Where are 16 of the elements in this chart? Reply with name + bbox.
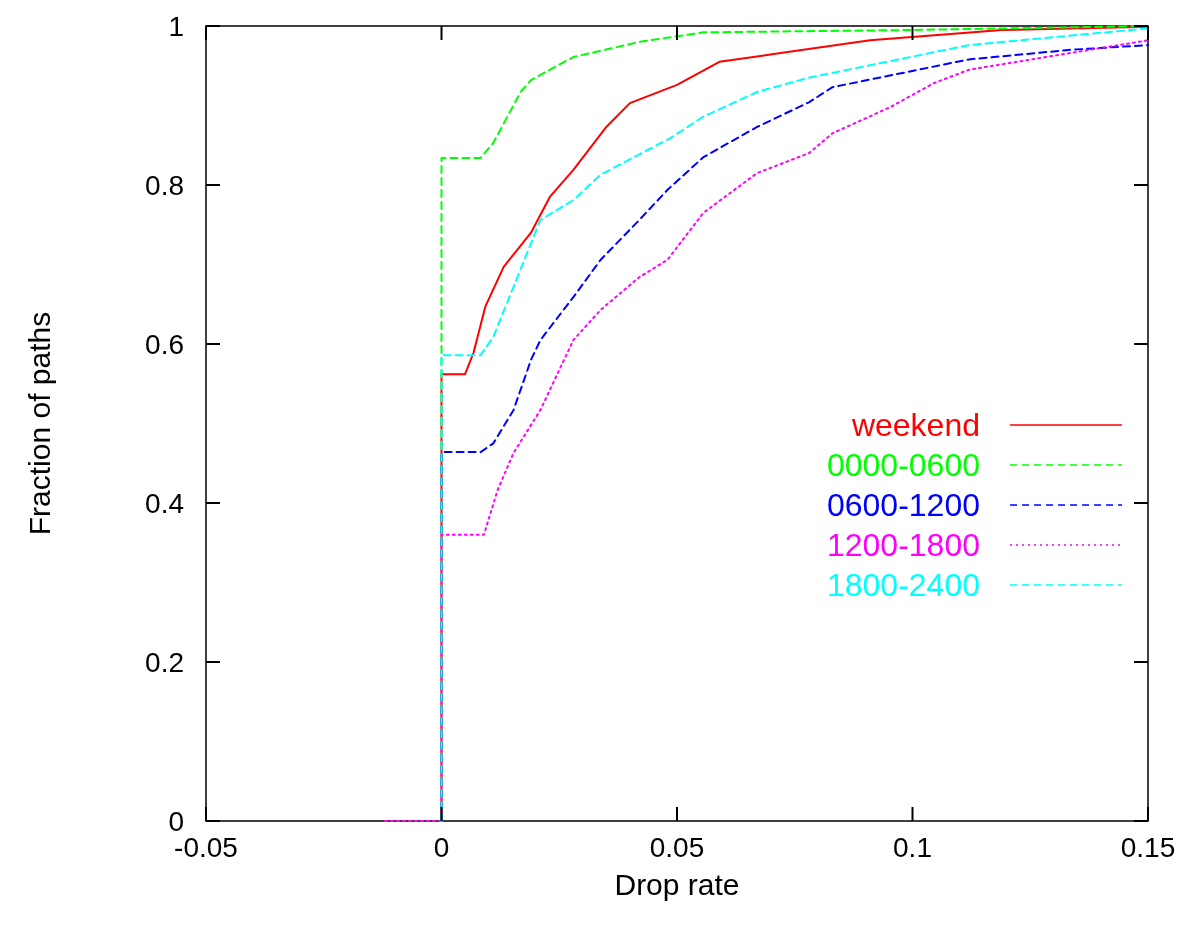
legend-label: 0000-0600 [826, 447, 980, 483]
y-tick-label: 0.6 [145, 329, 184, 360]
x-tick-label: 0.15 [1120, 832, 1176, 863]
y-tick-label: 0.8 [145, 170, 184, 201]
legend-label: 1200-1800 [826, 527, 980, 563]
legend-label: 0600-1200 [826, 487, 980, 523]
y-tick-label: 0.2 [145, 647, 184, 678]
x-tick-label: 0 [433, 832, 450, 863]
legend-label: weekend [850, 407, 980, 443]
x-axis-title: Drop rate [614, 868, 740, 901]
y-axis-title: Fraction of paths [23, 311, 56, 536]
x-tick-label: 0.05 [649, 832, 705, 863]
y-tick-label: 1 [168, 11, 184, 42]
y-tick-label: 0.4 [145, 488, 184, 519]
x-tick-label: 0.1 [893, 832, 932, 863]
legend-label: 1800-2400 [826, 567, 980, 603]
